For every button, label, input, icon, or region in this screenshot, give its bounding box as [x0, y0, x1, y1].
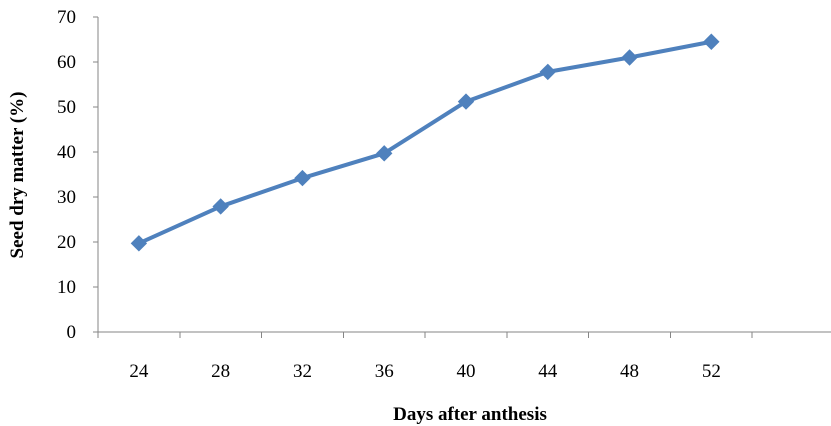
y-tick-label: 30: [57, 187, 76, 208]
data-point-marker: [621, 49, 638, 66]
series-seed-dry-matter: [130, 33, 720, 252]
y-tick-label: 10: [57, 277, 76, 298]
y-tick-label: 60: [57, 52, 76, 73]
x-tick-label: 44: [538, 361, 558, 382]
x-tick-label: 28: [211, 361, 230, 382]
data-point-marker: [130, 235, 148, 252]
x-tick-label: 40: [457, 361, 476, 382]
data-point-marker: [212, 198, 229, 215]
data-point-marker: [703, 33, 720, 50]
x-tick-label: 24: [129, 361, 149, 382]
x-tick-label: 48: [620, 361, 639, 382]
data-point-marker: [539, 63, 556, 81]
data-point-marker: [376, 145, 393, 162]
data-point-marker: [294, 169, 311, 187]
x-tick-label: 52: [702, 361, 721, 382]
y-tick-label: 40: [57, 142, 76, 163]
y-tick-label: 50: [57, 97, 76, 118]
y-tick-label: 0: [67, 322, 77, 343]
x-tick-label: 32: [293, 361, 312, 382]
y-tick-label: 70: [57, 7, 76, 28]
series-line: [136, 39, 714, 246]
y-axis: 0 10 20 30 40 50 60 70: [57, 7, 99, 343]
y-tick-label: 20: [57, 232, 76, 253]
x-axis-title: Days after anthesis: [393, 404, 547, 425]
y-axis-title: Seed dry matter (%): [7, 92, 28, 259]
x-tick-label: 36: [375, 361, 394, 382]
x-axis: 24 28 32 36 40 44 48 52: [97, 331, 831, 382]
data-point-marker: [457, 93, 475, 110]
